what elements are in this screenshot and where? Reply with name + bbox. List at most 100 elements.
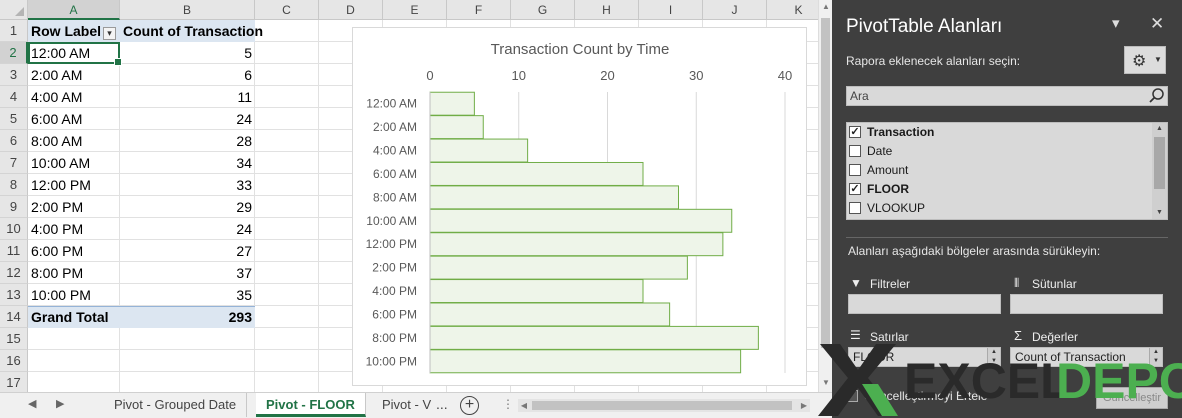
defer-update-option[interactable]: Güncelleştirmeyi Ertele	[846, 389, 987, 403]
values-area-item[interactable]: Count of Transaction ▲ ▼	[1010, 347, 1163, 367]
field-item-vlookup[interactable]: VLOOKUP	[849, 199, 925, 218]
row-header-9[interactable]: 9	[0, 196, 28, 218]
transaction-chart[interactable]: Transaction Count by Time 0 10 20 30 40 12:00 …	[352, 27, 807, 386]
pivot-row-label[interactable]: 6:00 PM	[31, 243, 84, 259]
row-header-11[interactable]: 11	[0, 240, 28, 262]
column-header-a[interactable]: A	[28, 0, 120, 20]
row-header-14[interactable]: 14	[0, 306, 28, 328]
pivot-row-value[interactable]: 29	[236, 199, 252, 215]
row-header-13[interactable]: 13	[0, 284, 28, 306]
pivot-row-label[interactable]: 12:00 AM	[31, 45, 91, 61]
column-header-g[interactable]: G	[511, 0, 575, 20]
split-handle-icon[interactable]: ⋮	[502, 397, 514, 411]
pivot-row-label[interactable]: 4:00 AM	[31, 89, 83, 105]
field-checkbox[interactable]: ✓	[849, 125, 861, 138]
rows-item-dropdown-icon[interactable]: ▲ ▼	[987, 348, 1000, 366]
scroll-down-icon[interactable]: ▼	[1156, 209, 1163, 216]
column-header-e[interactable]: E	[383, 0, 447, 20]
column-header-d[interactable]: D	[319, 0, 383, 20]
chart-bar[interactable]	[429, 279, 644, 304]
column-header-j[interactable]: J	[703, 0, 767, 20]
row-header-10[interactable]: 10	[0, 218, 28, 240]
pivot-row-value[interactable]: 24	[236, 111, 252, 127]
tabs-ellipsis[interactable]: ...	[436, 396, 448, 412]
scroll-left-icon[interactable]: ◀	[520, 401, 528, 410]
chart-bar[interactable]	[429, 138, 529, 163]
pivot-row-label[interactable]: 2:00 PM	[31, 199, 84, 215]
grand-total-value[interactable]: 293	[228, 309, 252, 325]
field-list-scroll-thumb[interactable]	[1154, 137, 1165, 189]
update-button[interactable]: Güncelleştir	[1096, 387, 1168, 409]
field-item-transaction[interactable]: ✓ Transaction	[849, 123, 934, 142]
pivot-row-label[interactable]: 6:00 AM	[31, 111, 83, 127]
field-checkbox[interactable]	[849, 201, 861, 214]
pivot-row-label[interactable]: 2:00 AM	[31, 67, 83, 83]
pivot-row-value[interactable]: 35	[236, 287, 252, 303]
row-header-5[interactable]: 5	[0, 108, 28, 130]
tab-prev-icon[interactable]: ◀	[28, 398, 37, 410]
column-header-h[interactable]: H	[575, 0, 639, 20]
add-sheet-button[interactable]: +	[460, 396, 479, 415]
pivot-row-value[interactable]: 27	[236, 243, 252, 259]
scroll-up-icon[interactable]: ▲	[822, 2, 830, 11]
field-item-amount[interactable]: Amount	[849, 161, 908, 180]
chart-bar[interactable]	[429, 91, 475, 116]
pivot-row-label[interactable]: 8:00 PM	[31, 265, 84, 281]
horizontal-scrollbar[interactable]: ◀ ▶	[518, 399, 810, 412]
tab-pivot-v[interactable]: Pivot - V	[382, 397, 432, 412]
pivot-count-header[interactable]: Count of Transaction	[123, 23, 263, 39]
field-checkbox[interactable]	[849, 144, 861, 157]
field-checkbox[interactable]	[849, 163, 861, 176]
column-header-b[interactable]: B	[120, 0, 255, 20]
row-header-2[interactable]: 2	[0, 42, 28, 64]
row-label-filter-button[interactable]: ▾	[103, 27, 116, 40]
search-icon[interactable]	[1148, 87, 1166, 105]
field-list-scrollbar[interactable]: ▲ ▼	[1152, 123, 1167, 219]
row-header-3[interactable]: 3	[0, 64, 28, 86]
row-header-12[interactable]: 12	[0, 262, 28, 284]
rows-area-item[interactable]: FLOOR ▲ ▼	[848, 347, 1001, 367]
row-header-6[interactable]: 6	[0, 130, 28, 152]
pivot-row-label[interactable]: 10:00 AM	[31, 155, 91, 171]
chart-bar[interactable]	[429, 208, 733, 233]
row-header-16[interactable]: 16	[0, 350, 28, 372]
row-header-1[interactable]: 1	[0, 20, 28, 42]
field-item-floor[interactable]: ✓ FLOOR	[849, 180, 909, 199]
row-header-17[interactable]: 17	[0, 372, 28, 392]
pivot-row-label[interactable]: 8:00 AM	[31, 133, 83, 149]
scroll-up-icon[interactable]: ▲	[1156, 125, 1163, 132]
vertical-scroll-thumb[interactable]	[821, 18, 830, 348]
pivot-row-label[interactable]: 12:00 PM	[31, 177, 91, 193]
chart-bar[interactable]	[429, 302, 671, 327]
chart-bar[interactable]	[429, 185, 679, 210]
column-header-c[interactable]: C	[255, 0, 319, 20]
pivot-row-label-header[interactable]: Row Label	[31, 23, 102, 39]
chart-bar[interactable]	[429, 232, 724, 257]
column-header-i[interactable]: I	[639, 0, 703, 20]
pivot-row-value[interactable]: 5	[244, 45, 252, 61]
tab-pivot-floor[interactable]: Pivot - FLOOR	[256, 393, 366, 417]
tab-next-icon[interactable]: ▶	[56, 398, 65, 410]
chart-bar[interactable]	[429, 115, 484, 140]
scroll-down-icon[interactable]: ▼	[822, 378, 830, 387]
row-header-15[interactable]: 15	[0, 328, 28, 350]
select-all-corner[interactable]	[0, 0, 28, 20]
vertical-scrollbar[interactable]: ▲ ▼	[818, 0, 832, 392]
field-checkbox[interactable]: ✓	[849, 182, 861, 195]
row-header-4[interactable]: 4	[0, 86, 28, 108]
scroll-right-icon[interactable]: ▶	[800, 401, 808, 410]
pivot-row-value[interactable]: 6	[244, 67, 252, 83]
horizontal-scroll-thumb[interactable]	[532, 401, 792, 410]
column-header-f[interactable]: F	[447, 0, 511, 20]
pivot-row-value[interactable]: 24	[236, 221, 252, 237]
pivot-row-value[interactable]: 34	[236, 155, 252, 171]
chart-bar[interactable]	[429, 349, 742, 374]
field-settings-button[interactable]: ⚙ ▼	[1124, 46, 1166, 74]
defer-update-checkbox[interactable]	[846, 389, 858, 402]
field-search-input[interactable]	[846, 86, 1168, 106]
pivot-row-value[interactable]: 33	[236, 177, 252, 193]
pivot-row-label[interactable]: 10:00 PM	[31, 287, 91, 303]
tab-pivot-grouped-date[interactable]: Pivot - Grouped Date	[104, 393, 248, 417]
values-item-dropdown-icon[interactable]: ▲ ▼	[1149, 348, 1162, 366]
